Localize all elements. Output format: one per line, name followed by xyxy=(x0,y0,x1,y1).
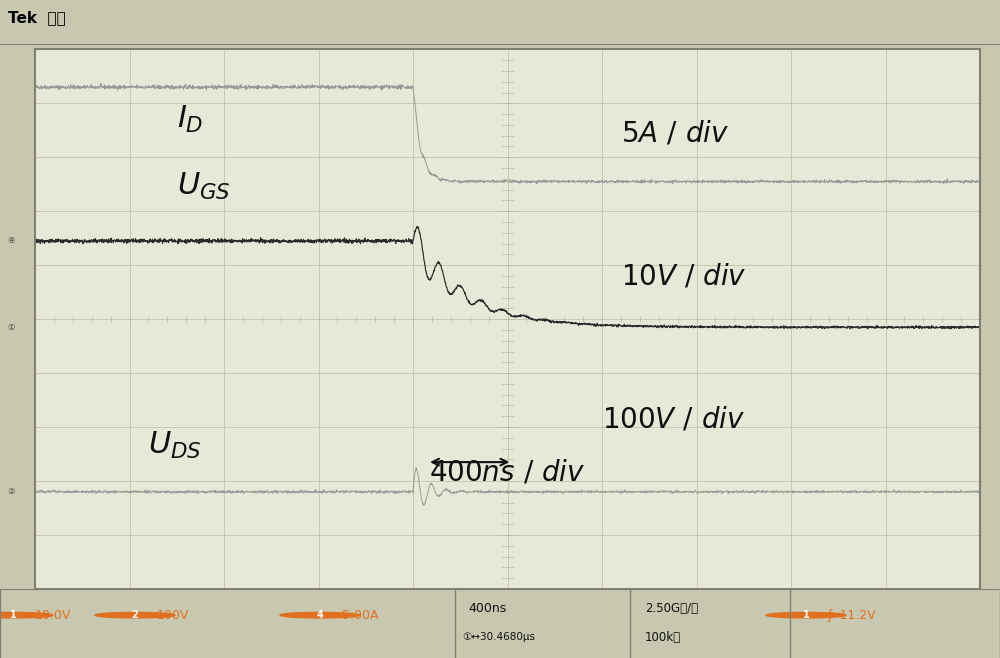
Text: $5A\ /\ div$: $5A\ /\ div$ xyxy=(621,119,729,147)
Text: $100V\ /\ div$: $100V\ /\ div$ xyxy=(602,405,745,433)
Text: ②: ② xyxy=(8,488,15,496)
Text: ƒ  11.2V: ƒ 11.2V xyxy=(828,609,877,622)
Circle shape xyxy=(95,613,175,618)
Text: 100V: 100V xyxy=(157,609,189,622)
Text: ④: ④ xyxy=(8,236,15,245)
Text: 1: 1 xyxy=(10,610,16,620)
Text: 2: 2 xyxy=(132,610,138,620)
Text: 10.0V: 10.0V xyxy=(35,609,71,622)
Text: Tek  预览: Tek 预览 xyxy=(8,11,66,26)
Text: $U_{GS}$: $U_{GS}$ xyxy=(177,171,231,202)
Text: 5.00A: 5.00A xyxy=(342,609,378,622)
Text: ①: ① xyxy=(8,322,15,332)
Circle shape xyxy=(766,613,846,618)
Circle shape xyxy=(280,613,360,618)
Text: 100k点: 100k点 xyxy=(645,631,681,644)
Text: 2.50G次/秒: 2.50G次/秒 xyxy=(645,602,698,615)
Text: ①↔30.4680μs: ①↔30.4680μs xyxy=(462,632,535,642)
Text: $400ns\ /\ div$: $400ns\ /\ div$ xyxy=(429,459,586,487)
Circle shape xyxy=(0,613,53,618)
Text: $U_{DS}$: $U_{DS}$ xyxy=(148,430,202,461)
Text: $10V\ /\ div$: $10V\ /\ div$ xyxy=(621,262,747,290)
Text: 400ns: 400ns xyxy=(468,602,506,615)
Text: 1: 1 xyxy=(803,610,809,620)
Text: 4: 4 xyxy=(317,610,323,620)
Text: $I_D$: $I_D$ xyxy=(177,103,203,135)
